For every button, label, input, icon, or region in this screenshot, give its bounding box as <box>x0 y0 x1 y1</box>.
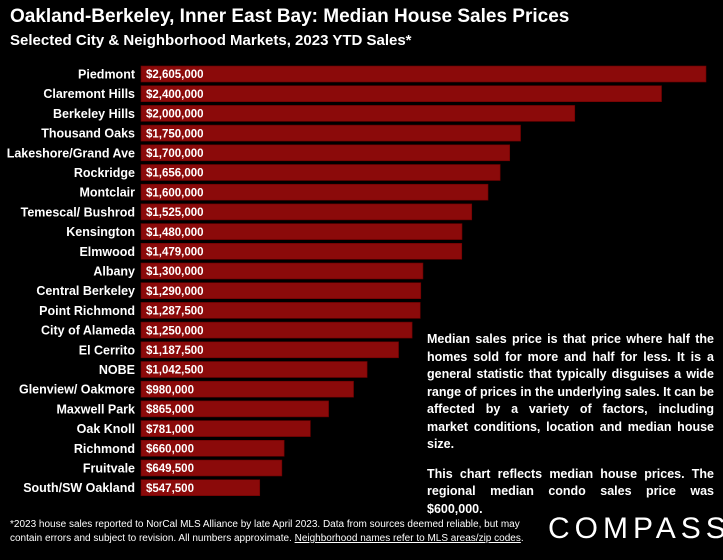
compass-logo: COMPASS <box>548 512 723 545</box>
footnote-end: . <box>520 533 524 544</box>
value-label: $865,000 <box>146 404 194 416</box>
category-label: Point Richmond <box>39 304 135 318</box>
footnote-link-text: Neighborhood names refer to MLS areas/zi… <box>294 533 521 544</box>
category-label: Claremont Hills <box>43 87 135 101</box>
note-paragraph-1: Median sales price is that price where h… <box>427 332 714 451</box>
bar <box>140 164 501 181</box>
bar <box>140 85 662 103</box>
bar <box>140 321 413 339</box>
footnote: *2023 house sales reported to NorCal MLS… <box>10 518 540 546</box>
chart-title: Oakland-Berkeley, Inner East Bay: Median… <box>10 6 570 27</box>
category-label: Oak Knoll <box>77 422 135 436</box>
footnote-text: *2023 house sales reported to NorCal MLS… <box>10 519 520 544</box>
note-paragraph-2: This chart reflects median house prices.… <box>427 466 714 516</box>
value-label: $649,500 <box>146 463 194 475</box>
value-label: $1,042,500 <box>146 365 204 377</box>
value-label: $1,187,500 <box>146 345 204 357</box>
explanatory-note: Median sales price is that price where h… <box>427 331 714 530</box>
bar <box>140 144 511 162</box>
value-label: $1,480,000 <box>146 227 204 239</box>
bar <box>140 420 311 437</box>
value-label: $1,750,000 <box>146 128 204 140</box>
value-label: $1,656,000 <box>146 168 204 180</box>
value-label: $1,250,000 <box>146 325 204 337</box>
bar <box>140 479 261 497</box>
value-label: $1,287,500 <box>146 306 204 318</box>
value-label: $1,525,000 <box>146 207 204 219</box>
bar <box>140 341 399 359</box>
category-label: Thousand Oaks <box>41 127 135 141</box>
value-label: $1,700,000 <box>146 148 204 160</box>
value-label: $1,300,000 <box>146 266 204 278</box>
bar-chart: Piedmont $2,605,000 Claremont Hills $2,400,… <box>7 65 707 497</box>
category-label: Kensington <box>66 225 135 239</box>
value-label: $2,000,000 <box>146 109 204 121</box>
category-label: El Cerrito <box>79 343 136 357</box>
bar <box>140 105 576 122</box>
bar <box>140 203 473 221</box>
bar <box>140 302 421 319</box>
category-label: Elmwood <box>79 245 135 259</box>
category-label: Piedmont <box>78 68 136 82</box>
bar <box>140 262 424 280</box>
category-label: Montclair <box>79 186 135 200</box>
category-label: Fruitvale <box>83 462 135 476</box>
category-label: Glenview/ Oakmore <box>19 383 135 397</box>
bar <box>140 124 521 142</box>
bar <box>140 459 283 477</box>
category-label: Albany <box>93 265 135 279</box>
bar <box>140 361 368 378</box>
bar <box>140 243 463 260</box>
value-label: $1,290,000 <box>146 286 204 298</box>
category-label: South/SW Oakland <box>23 481 135 495</box>
value-label: $547,500 <box>146 483 194 495</box>
bar <box>140 223 463 240</box>
category-label: Rockridge <box>74 166 135 180</box>
bar <box>140 282 422 299</box>
category-label: Temescal/ Bushrod <box>21 205 135 219</box>
bar <box>140 380 354 398</box>
value-label: $660,000 <box>146 444 194 456</box>
category-label: NOBE <box>99 363 135 377</box>
value-label: $2,400,000 <box>146 89 204 101</box>
bar <box>140 400 329 418</box>
value-label: $1,479,000 <box>146 247 204 259</box>
category-label: Richmond <box>74 442 135 456</box>
value-label: $2,605,000 <box>146 69 204 81</box>
category-label: Maxwell Park <box>56 402 135 416</box>
category-label: Central Berkeley <box>36 284 135 298</box>
category-label: Lakeshore/Grand Ave <box>7 146 135 160</box>
chart-subtitle: Selected City & Neighborhood Markets, 20… <box>10 32 412 49</box>
value-label: $980,000 <box>146 384 194 396</box>
category-label: City of Alameda <box>41 324 136 338</box>
value-label: $781,000 <box>146 424 194 436</box>
category-label: Berkeley Hills <box>53 107 135 121</box>
bar <box>140 65 707 83</box>
bar <box>140 439 285 457</box>
value-label: $1,600,000 <box>146 187 204 199</box>
bar <box>140 183 489 201</box>
